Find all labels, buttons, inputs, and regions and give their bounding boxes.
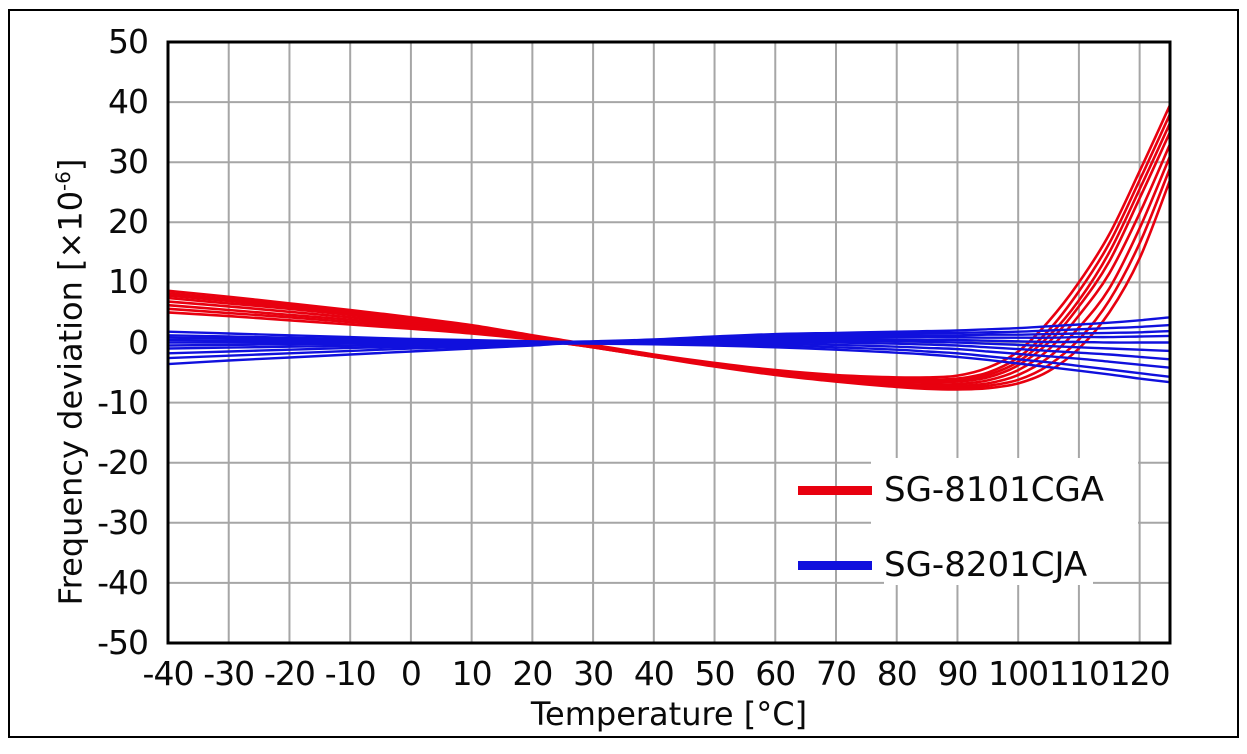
y-tick-label: 20 — [108, 202, 149, 242]
x-tick-label: 0 — [400, 654, 422, 693]
legend-label-sg-8101cga: SG-8101CGA — [884, 470, 1111, 510]
x-tick-label: -30 — [203, 654, 255, 693]
y-tick-label: -10 — [97, 382, 149, 422]
y-axis-title-superscript: -6 — [52, 171, 75, 191]
x-tick-label: 100 — [988, 654, 1049, 693]
x-tick-label: 90 — [937, 654, 978, 693]
y-tick-label: -20 — [97, 442, 149, 482]
x-axis-title: Temperature [°C] — [530, 695, 808, 733]
plot-border — [166, 40, 1172, 645]
series-line-sg-8201cja — [166, 341, 1172, 378]
y-tick-label: -50 — [97, 623, 149, 662]
x-tick-label: 50 — [694, 654, 736, 693]
x-tick-label: 70 — [816, 654, 857, 693]
legend-item-sg-8201cja: SG-8201CJA — [798, 545, 1094, 585]
x-tick-label: -20 — [264, 654, 316, 693]
y-axis-title-bracket: ] — [51, 158, 90, 172]
legend-swatch-blue-line — [798, 560, 872, 570]
y-tick-label: 50 — [108, 22, 149, 61]
y-tick-label: 30 — [108, 142, 149, 182]
y-tick-label: -40 — [97, 562, 149, 602]
series-line-sg-8201cja — [166, 340, 1172, 361]
x-tick-label: 30 — [573, 654, 614, 693]
y-tick-label: 40 — [108, 82, 149, 122]
y-tick-label: 0 — [128, 322, 149, 362]
y-tick-label: 10 — [108, 262, 149, 302]
y-axis-title: Frequency deviation [×10-6] — [42, 82, 90, 682]
series-line-sg-8201cja — [166, 341, 1172, 369]
x-tick-label: 40 — [633, 654, 675, 693]
x-tick-label: 120 — [1109, 654, 1171, 693]
x-tick-label: 80 — [876, 654, 918, 693]
x-tick-label: 20 — [512, 654, 553, 693]
x-tick-label: 110 — [1048, 654, 1110, 693]
legend-swatch-red-line — [798, 485, 872, 495]
x-tick-label: -10 — [324, 654, 377, 693]
x-tick-label: 60 — [755, 654, 796, 693]
series-line-sg-8201cja — [166, 342, 1172, 384]
series-line-sg-8101cga — [166, 178, 1172, 391]
y-axis-title-text: Frequency deviation [×10 — [51, 190, 90, 606]
y-tick-label: -30 — [97, 502, 149, 542]
legend-item-sg-8101cga: SG-8101CGA — [798, 470, 1111, 510]
legend-label-sg-8201cja: SG-8201CJA — [884, 545, 1094, 585]
x-tick-label: -40 — [142, 654, 195, 693]
x-tick-label: 10 — [451, 654, 493, 693]
